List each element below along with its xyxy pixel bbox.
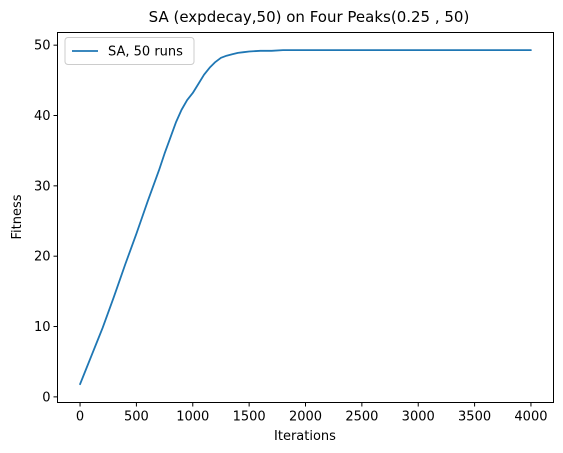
y-tick-label: 50 <box>34 39 51 54</box>
x-tick-label: 2000 <box>289 410 322 425</box>
x-tick-label: 3000 <box>402 410 435 425</box>
x-tick-label: 3500 <box>458 410 491 425</box>
x-axis-label: Iterations <box>274 429 336 444</box>
y-axis-ticks: 0 10 20 30 40 50 <box>34 39 58 405</box>
x-tick-label: 4000 <box>514 410 547 425</box>
y-tick-label: 10 <box>34 320 51 335</box>
y-axis-label: Fitness <box>10 194 25 239</box>
x-tick-label: 1500 <box>233 410 266 425</box>
legend-box <box>64 37 195 65</box>
x-tick-label: 1000 <box>176 410 209 425</box>
x-tick-label: 0 <box>76 410 84 425</box>
legend-label: SA, 50 runs <box>108 45 183 60</box>
series-line <box>79 49 532 386</box>
x-tick-label: 500 <box>124 410 149 425</box>
y-tick-label: 20 <box>34 250 51 265</box>
y-tick-label: 30 <box>34 179 51 194</box>
plot-area <box>57 32 554 403</box>
series-layer <box>79 49 532 386</box>
x-tick-label: 2500 <box>345 410 378 425</box>
legend: SA, 50 runs <box>64 37 195 65</box>
y-tick-label: 0 <box>42 390 50 405</box>
chart-title: SA (expdecay,50) on Four Peaks(0.25 , 50… <box>149 8 470 26</box>
x-axis-ticks: 0 500 1000 1500 2000 2500 3000 3500 4000 <box>76 402 548 425</box>
y-tick-label: 40 <box>34 109 51 124</box>
